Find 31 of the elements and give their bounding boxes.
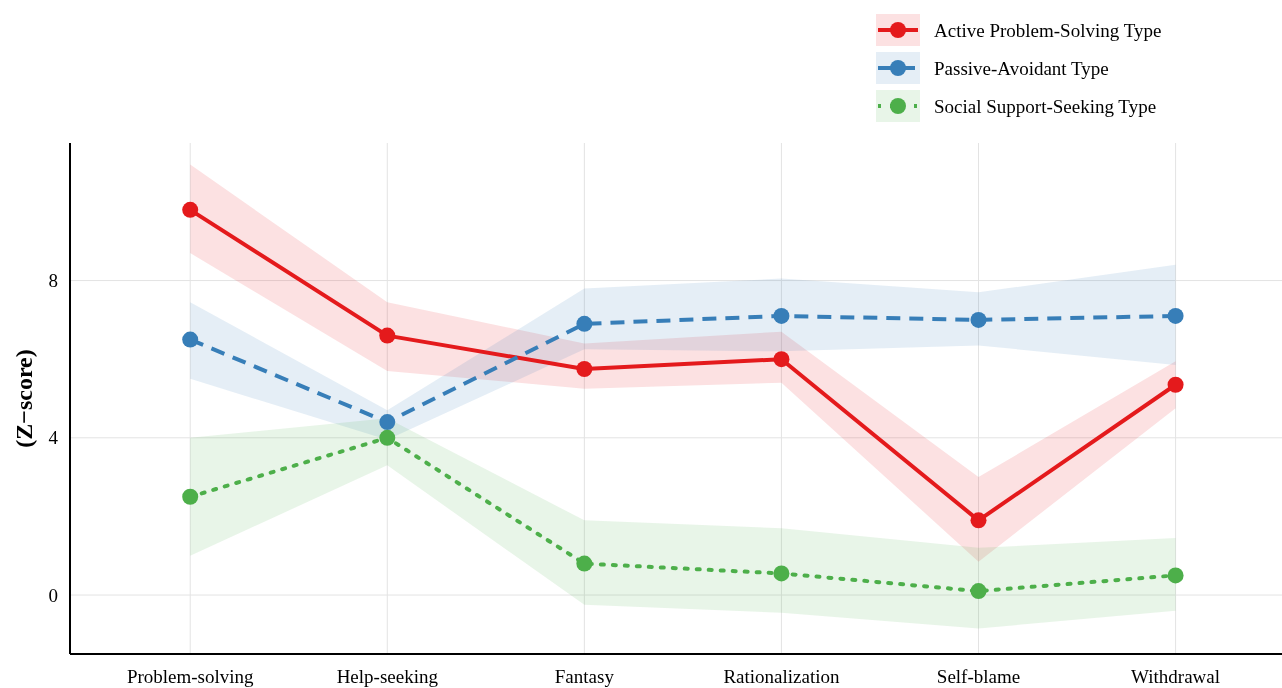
legend-label: Passive-Avoidant Type: [934, 57, 1109, 79]
y-tick-label: 0: [48, 584, 58, 606]
point: [970, 512, 987, 529]
point: [379, 414, 396, 431]
point: [379, 327, 396, 344]
x-tick-label: Self-blame: [936, 666, 1021, 687]
point: [576, 315, 593, 332]
point: [182, 488, 199, 505]
point: [182, 201, 199, 218]
y-tick-label: 4: [48, 427, 59, 449]
point: [970, 583, 987, 600]
point: [773, 307, 790, 324]
point: [970, 311, 987, 328]
y-axis-title: (Z−score): [11, 349, 37, 448]
x-tick-label: Problem-solving: [126, 666, 255, 687]
point: [1167, 307, 1184, 324]
x-tick-label: Withdrawal: [1131, 666, 1221, 687]
point: [773, 351, 790, 368]
point: [576, 555, 593, 572]
x-tick-label: Help-seeking: [336, 666, 439, 687]
point: [1167, 567, 1184, 584]
point: [182, 331, 199, 348]
x-tick-label: Fantasy: [554, 666, 615, 687]
x-tick-label: Rationalization: [723, 666, 840, 687]
point: [576, 361, 593, 378]
point: [773, 565, 790, 582]
point: [1167, 376, 1184, 393]
legend-label: Active Problem-Solving Type: [934, 19, 1162, 41]
point: [379, 429, 396, 446]
y-tick-label: 8: [48, 270, 58, 292]
legend-label: Social Support-Seeking Type: [934, 95, 1157, 117]
